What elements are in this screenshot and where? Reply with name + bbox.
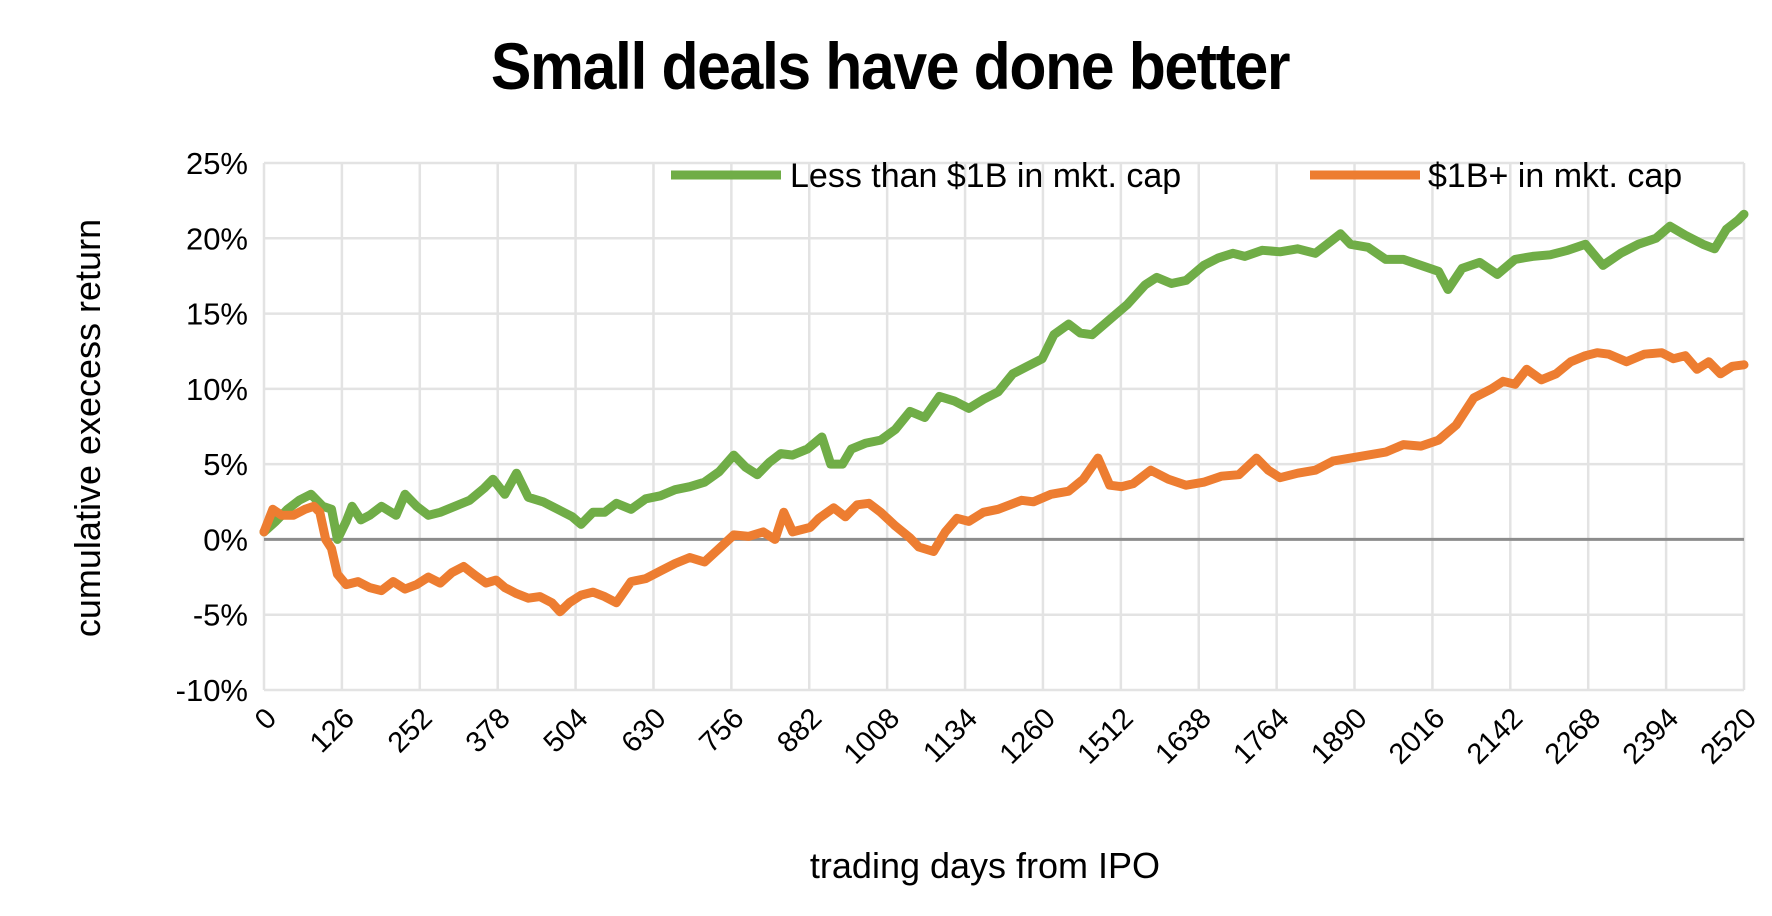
axes: 0 126 252 378 504 630 756 882 1008 1134 1260 1512 16… [176, 146, 1763, 771]
series-lines [259, 209, 1749, 617]
y-tick-label: 10% [186, 372, 248, 407]
x-axis-title: trading days from IPO [810, 845, 1160, 886]
x-tick-label: 630 [616, 702, 673, 759]
chart-title: Small deals have done better [490, 29, 1291, 103]
y-tick-label: 20% [186, 221, 248, 256]
x-tick-label: 252 [382, 702, 439, 759]
x-tick-label: 1512 [1072, 702, 1140, 770]
x-tick-label: 882 [771, 702, 828, 759]
x-tick-label: 756 [693, 702, 750, 759]
x-tick-label: 126 [304, 702, 361, 759]
x-tick-label: 1890 [1305, 702, 1373, 770]
x-tick-label: 1134 [917, 702, 984, 769]
legend: Less than $1B in mkt. cap $1B+ in mkt. ca… [671, 157, 1682, 195]
x-tick-label: 1008 [838, 702, 906, 770]
y-tick-label: 5% [203, 447, 248, 482]
y-axis-title: cumulative execess return [67, 219, 108, 637]
y-tick-label: 0% [203, 522, 248, 557]
x-tick-label: 378 [460, 702, 517, 759]
x-tick-label: 2016 [1383, 702, 1451, 770]
series-line-1 [259, 348, 1749, 617]
legend-label-0: Less than $1B in mkt. cap [790, 157, 1181, 195]
y-tick-label: 25% [186, 146, 248, 181]
x-tick-label: 2520 [1695, 702, 1763, 770]
x-tick-label: 504 [538, 702, 595, 759]
x-tick-label: 0 [249, 702, 283, 736]
legend-label-1: $1B+ in mkt. cap [1428, 157, 1682, 195]
x-tick-label: 1638 [1149, 702, 1217, 770]
y-tick-label: -10% [176, 673, 248, 708]
x-tick-label: 1764 [1227, 702, 1295, 770]
x-tick-label: 1260 [994, 702, 1062, 770]
series-line-0 [259, 209, 1749, 544]
x-tick-label: 2394 [1617, 702, 1685, 770]
y-tick-label: 15% [186, 297, 248, 332]
y-tick-label: -5% [193, 598, 248, 633]
x-tick-label: 2142 [1461, 702, 1529, 770]
gridlines [262, 161, 1746, 692]
x-tick-label: 2268 [1539, 702, 1607, 770]
